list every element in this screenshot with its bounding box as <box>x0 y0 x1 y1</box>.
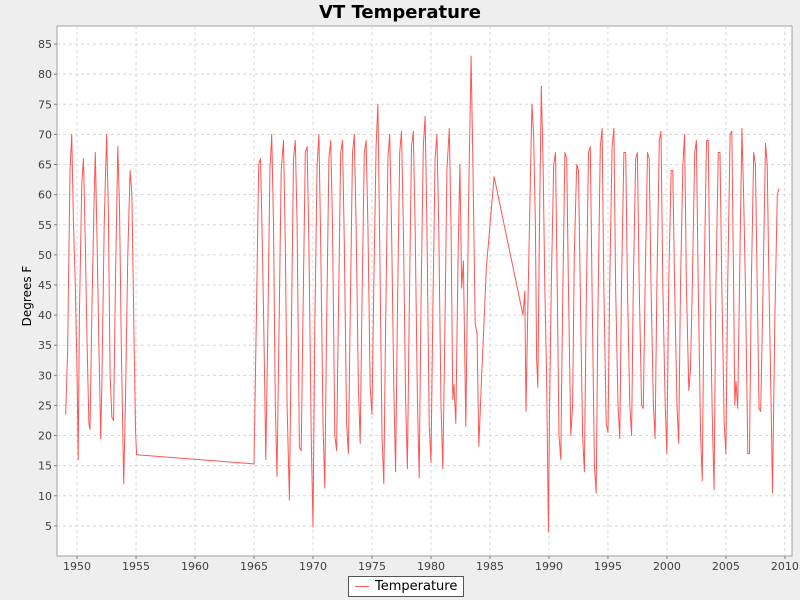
y-tick-label: 30 <box>38 369 52 382</box>
x-tick-label: 1970 <box>299 560 327 573</box>
x-tick-label: 1965 <box>240 560 268 573</box>
y-tick-label: 45 <box>38 279 52 292</box>
y-tick-label: 40 <box>38 309 52 322</box>
x-tick-label: 1980 <box>417 560 445 573</box>
y-axis-label: Degrees F <box>20 266 34 327</box>
y-tick-label: 85 <box>38 38 52 51</box>
y-tick-label: 25 <box>38 399 52 412</box>
x-tick-label: 1985 <box>476 560 504 573</box>
y-tick-label: 10 <box>38 490 52 503</box>
y-tick-label: 75 <box>38 98 52 111</box>
y-tick-label: 15 <box>38 460 52 473</box>
legend-label: Temperature <box>375 579 458 594</box>
x-tick-label: 1955 <box>122 560 150 573</box>
x-tick-label: 1995 <box>594 560 622 573</box>
x-tick-label: 1960 <box>181 560 209 573</box>
x-tick-label: 1975 <box>358 560 386 573</box>
y-tick-label: 5 <box>45 520 52 533</box>
x-tick-label: 2010 <box>771 560 799 573</box>
y-tick-label: 35 <box>38 339 52 352</box>
chart-title: VT Temperature <box>319 2 481 23</box>
series-layer <box>65 55 780 533</box>
y-tick-label: 65 <box>38 159 52 172</box>
axes: 5 10 15 20 25 30 35 40 45 50 55 60 65 70 75 80 85 1950 195… <box>38 38 799 573</box>
x-tick-label: 1990 <box>535 560 563 573</box>
y-tick-label: 55 <box>38 219 52 232</box>
x-tick-label: 1950 <box>63 560 91 573</box>
y-tick-label: 60 <box>38 189 52 202</box>
y-tick-label: 50 <box>38 249 52 262</box>
legend-swatch <box>355 586 369 587</box>
series-line-temperature <box>65 55 780 533</box>
y-tick-label: 70 <box>38 128 52 141</box>
plot-area <box>56 25 793 557</box>
y-tick-label: 80 <box>38 68 52 81</box>
y-tick-label: 20 <box>38 430 52 443</box>
legend: Temperature <box>348 576 465 597</box>
x-tick-label: 2000 <box>653 560 681 573</box>
x-tick-label: 2005 <box>712 560 740 573</box>
